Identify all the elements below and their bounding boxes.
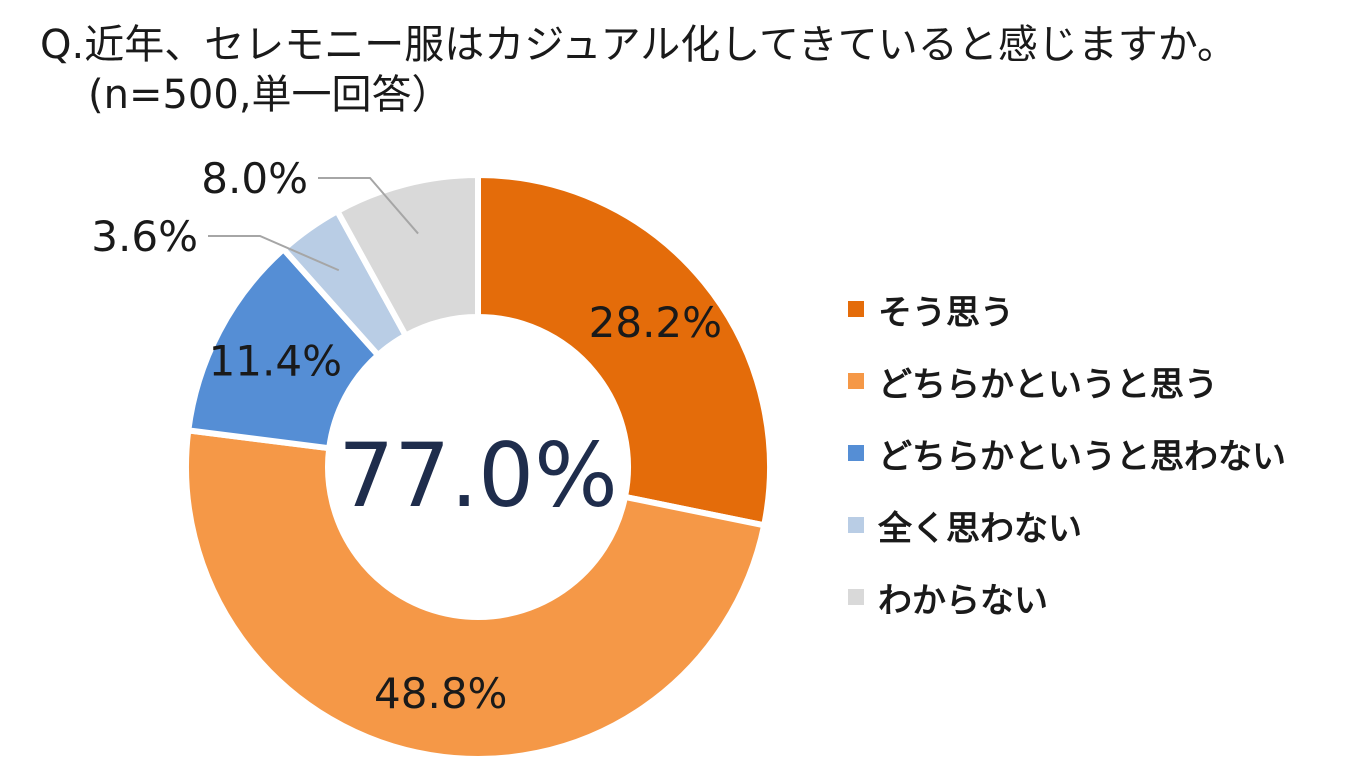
donut-slices	[183, 171, 773, 762]
data-label-wakaranai: 8.0%	[201, 154, 308, 203]
data-label-dochiraka-omowanai: 11.4%	[209, 336, 342, 385]
legend-label-dochiraka-omou: どちらかというと思う	[878, 364, 1218, 405]
slice-sou-omou	[475, 171, 773, 529]
legend: そう思うどちらかというと思うどちらかというと思わない 全く思わない わからない	[848, 290, 1286, 650]
slice-wakaranai	[333, 171, 481, 340]
data-label-mattaku-omowanai: 3.6%	[91, 212, 198, 261]
chart-title-sample: (n=500,単一回答）	[88, 72, 452, 118]
legend-item-dochiraka-omowanai: どちらかというと思わない	[848, 434, 1286, 477]
legend-swatch-dochiraka-omowanai	[848, 445, 864, 461]
leader-line-mattaku-omowanai	[208, 235, 340, 272]
center-total-label: 77.0%	[338, 424, 618, 527]
legend-swatch-dochiraka-omou	[848, 373, 864, 389]
legend-label-wakaranai: わからない	[878, 580, 1048, 621]
legend-swatch-sou-omou	[848, 301, 864, 317]
legend-swatch-mattaku-omowanai	[848, 517, 864, 533]
data-label-sou-omou: 28.2%	[589, 298, 722, 347]
legend-swatch-wakaranai	[848, 589, 864, 605]
legend-label-dochiraka-omowanai: どちらかというと思わない	[878, 436, 1286, 477]
legend-label-sou-omou: そう思う	[878, 292, 1014, 333]
leader-line-wakaranai	[318, 177, 419, 235]
leader-lines	[208, 177, 419, 272]
chart-title: Q.近年、セレモニー服はカジュアル化してきていると感じますか。 (n=500,単…	[40, 20, 1340, 120]
legend-item-dochiraka-omou: どちらかというと思う	[848, 362, 1286, 405]
legend-item-mattaku-omowanai: 全く思わない	[848, 506, 1286, 549]
slice-labels: 28.2% 48.8% 11.4% 3.6%8.0%	[91, 154, 722, 718]
legend-label-mattaku-omowanai: 全く思わない	[878, 508, 1082, 549]
slice-dochiraka-omou	[183, 427, 768, 762]
legend-item-wakaranai: わからない	[848, 578, 1286, 621]
data-label-dochiraka-omou: 48.8%	[374, 669, 507, 718]
chart-title-question: Q.近年、セレモニー服はカジュアル化してきていると感じますか。	[40, 22, 1237, 68]
legend-item-sou-omou: そう思う	[848, 290, 1286, 333]
